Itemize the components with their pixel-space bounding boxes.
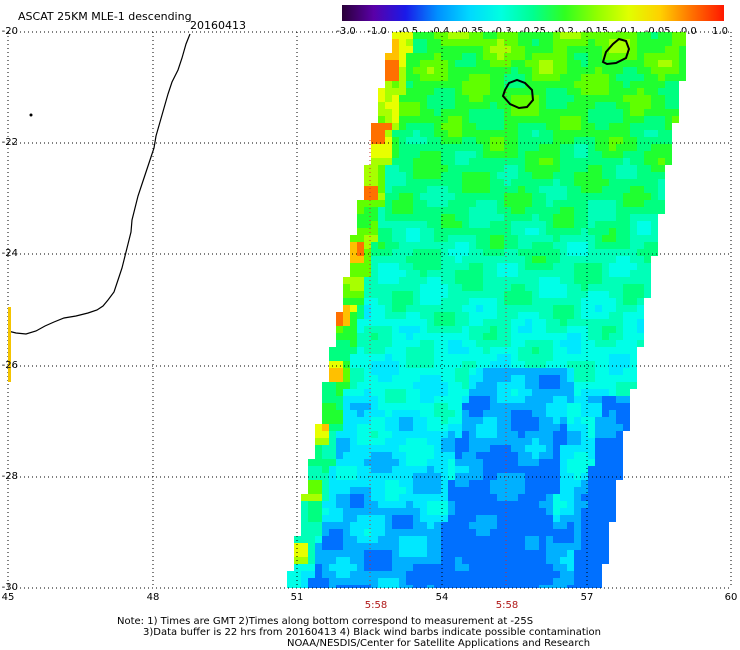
lon-label: 48 bbox=[146, 592, 160, 603]
color-scale-tick-label: -0.05 bbox=[644, 26, 671, 37]
satellite-swath bbox=[287, 32, 686, 588]
lat-lon-grid bbox=[7, 31, 732, 589]
lat-label: -30 bbox=[1, 582, 18, 593]
island-mauritius-outline bbox=[601, 37, 631, 66]
pass-time-label: 5:58 bbox=[364, 600, 388, 611]
color-scale-tick-label: -0.3 bbox=[492, 26, 512, 37]
left-edge-strip bbox=[8, 307, 11, 382]
footer-note-line-2: 3)Data buffer is 22 hrs from 20160413 4)… bbox=[143, 627, 601, 638]
lon-label: 54 bbox=[435, 592, 449, 603]
lon-label: 60 bbox=[724, 592, 738, 603]
lat-label: -24 bbox=[1, 248, 18, 259]
footer-note-line-1: Note: 1) Times are GMT 2)Times along bot… bbox=[117, 616, 534, 627]
footer-credit: NOAA/NESDIS/Center for Satellite Applica… bbox=[287, 638, 591, 649]
product-title: ASCAT 25KM MLE-1 descending bbox=[18, 10, 192, 23]
lat-label: -26 bbox=[1, 360, 18, 371]
color-scale-tick-label: -0.1 bbox=[616, 26, 637, 37]
lon-label: 45 bbox=[1, 592, 15, 603]
lat-label: -22 bbox=[1, 137, 18, 148]
lon-label: 51 bbox=[290, 592, 304, 603]
lat-label: -28 bbox=[1, 471, 18, 482]
color-scale-bar bbox=[342, 5, 724, 21]
color-scale-tick-label: -0.35 bbox=[457, 26, 484, 37]
small-island-marker bbox=[29, 113, 33, 117]
island-reunion-outline bbox=[501, 78, 535, 110]
color-scale-tick-label: -0.4 bbox=[429, 26, 450, 37]
coastline bbox=[7, 33, 631, 335]
color-scale-tick-label: -1.0 bbox=[367, 26, 387, 37]
color-scale-tick-label: -0.15 bbox=[582, 26, 609, 37]
pass-time-markers bbox=[369, 40, 507, 588]
lat-label: -20 bbox=[1, 26, 18, 37]
product-date: 20160413 bbox=[190, 19, 246, 32]
pass-time-label: 5:58 bbox=[495, 600, 519, 611]
lon-label: 57 bbox=[580, 592, 594, 603]
color-scale-tick-label: -3.0 bbox=[336, 26, 356, 37]
